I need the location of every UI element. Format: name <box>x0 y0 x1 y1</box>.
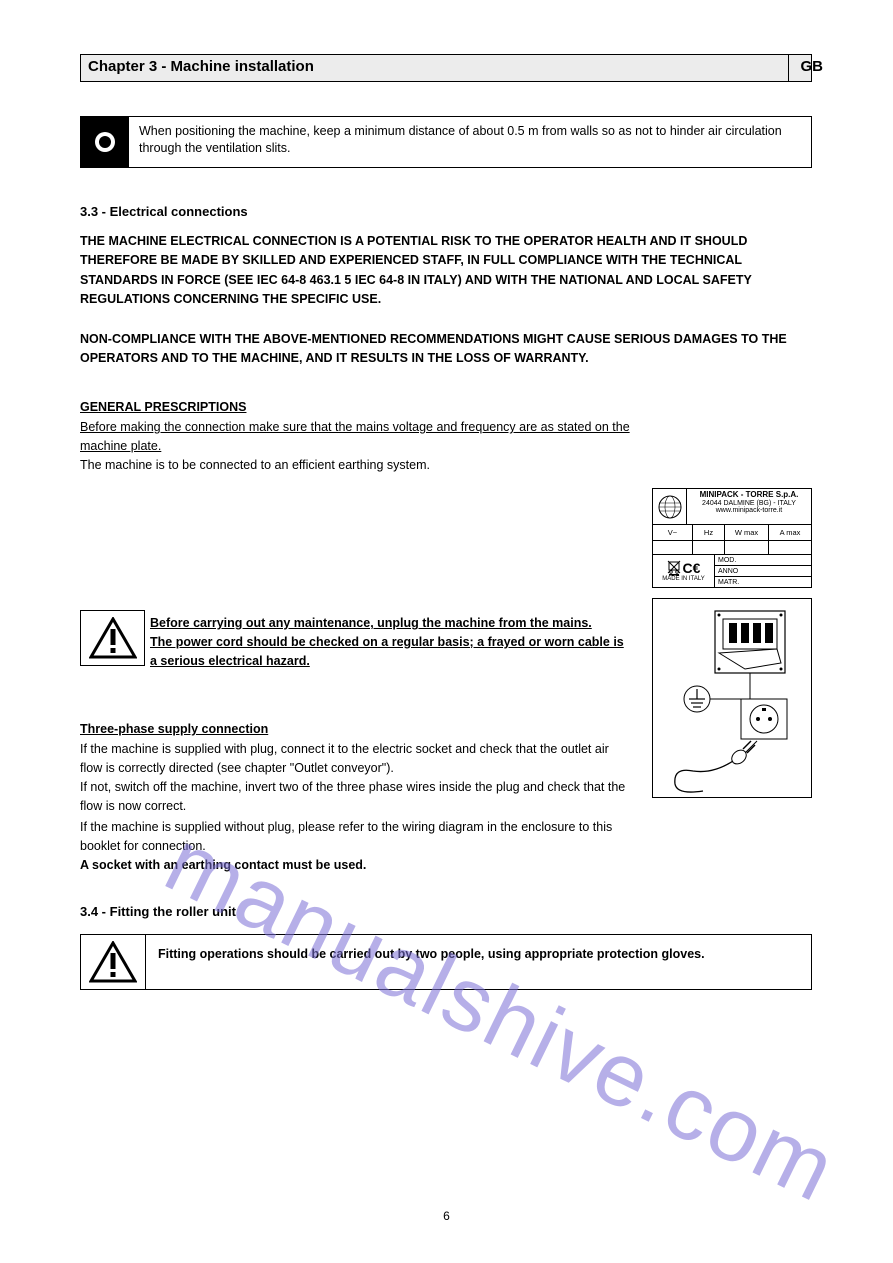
three-phase-p1: If the machine is supplied with plug, co… <box>80 740 630 779</box>
section-3-3-para2: NON-COMPLIANCE WITH THE ABOVE-MENTIONED … <box>80 330 810 369</box>
ce-mark-icon: C€ <box>683 560 701 576</box>
note-box: When positioning the machine, keep a min… <box>80 116 812 168</box>
note-text: When positioning the machine, keep a min… <box>129 117 811 167</box>
rating-plate: MINIPACK - TORRE S.p.A. 24044 DALMINE (B… <box>652 488 812 588</box>
unit-v: V~ <box>653 525 693 540</box>
warning-2-text: Fitting operations should be carried out… <box>146 935 811 989</box>
language-code: GB <box>801 58 824 75</box>
unit-amax: A max <box>769 525 811 540</box>
weee-icon <box>667 560 681 576</box>
rating-plate-fields: MOD. ANNO MATR. <box>715 555 811 587</box>
section-3-4-heading: 3.4 - Fitting the roller unit <box>80 904 236 919</box>
general-item-1: Before making the connection make sure t… <box>80 418 630 457</box>
general-item-2: The machine is to be connected to an eff… <box>80 456 630 475</box>
rating-plate-brand: MINIPACK - TORRE S.p.A. 24044 DALMINE (B… <box>687 489 811 524</box>
field-matr: MATR. <box>715 577 811 587</box>
field-anno: ANNO <box>715 566 811 577</box>
warning-box-2: Fitting operations should be carried out… <box>80 934 812 990</box>
section-3-3-para1: THE MACHINE ELECTRICAL CONNECTION IS A P… <box>80 232 810 310</box>
unit-wmax: W max <box>725 525 769 540</box>
warning-1-text: Before carrying out any maintenance, unp… <box>150 614 630 670</box>
three-phase-p2: If not, switch off the machine, invert t… <box>80 778 630 817</box>
warning-triangle-icon <box>89 617 137 659</box>
unit-hz: Hz <box>693 525 725 540</box>
warning-icon-box-2 <box>81 935 146 989</box>
header-divider <box>788 54 789 82</box>
warning-icon-box-1 <box>80 610 145 666</box>
warning-triangle-icon <box>89 941 137 983</box>
field-mod: MOD. <box>715 555 811 566</box>
section-3-3-heading: 3.3 - Electrical connections <box>80 204 248 219</box>
three-phase-p4: A socket with an earthing contact must b… <box>80 856 630 875</box>
chapter-title: Chapter 3 - Machine installation <box>88 58 314 75</box>
three-phase-heading: Three-phase supply connection <box>80 720 268 739</box>
rating-plate-units-row: V~ Hz W max A max <box>653 525 811 541</box>
made-in-label: MADE IN ITALY <box>662 576 704 582</box>
page-number: 6 <box>443 1209 450 1223</box>
connection-diagram <box>652 598 812 798</box>
note-icon <box>81 117 129 167</box>
general-prescriptions-heading: GENERAL PRESCRIPTIONS <box>80 398 246 417</box>
brand-addr2: www.minipack-torre.it <box>691 507 807 515</box>
rating-plate-values-row <box>653 541 811 555</box>
rating-plate-marks: C€ MADE IN ITALY <box>653 555 715 587</box>
warning-1-line1: Before carrying out any maintenance, unp… <box>150 614 630 633</box>
warning-1-line2: The power cord should be checked on a re… <box>150 633 630 671</box>
brand-addr1: 24044 DALMINE (BG) - ITALY <box>691 500 807 508</box>
globe-icon <box>653 489 687 524</box>
brand-name: MINIPACK - TORRE S.p.A. <box>691 491 807 500</box>
three-phase-p3: If the machine is supplied without plug,… <box>80 818 630 857</box>
